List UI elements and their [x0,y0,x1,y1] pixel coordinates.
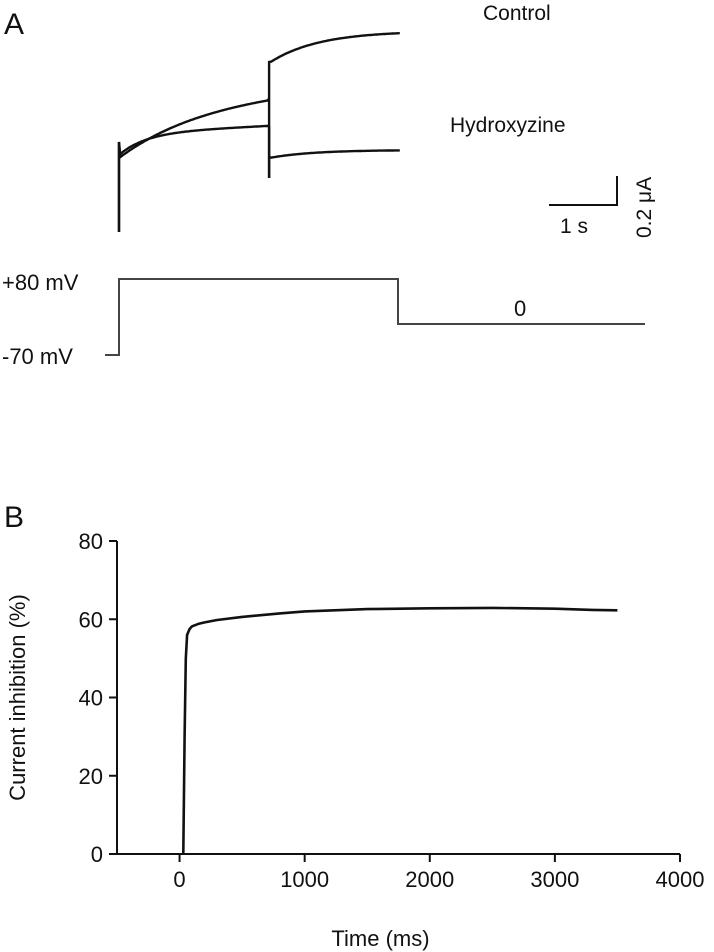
x-tick-label: 2000 [405,867,454,892]
trace-control [117,32,400,232]
scale-bar-current-label: 0.2 μA [633,177,656,238]
voltage-level-plus80: +80 mV [2,270,79,295]
inhibition-chart: 0 20 40 60 80 0 1000 2000 3000 4000 Time (ms) Curre… [5,529,704,951]
current-traces [117,32,400,232]
y-tick-label: 40 [79,686,103,711]
series-label-hydroxyzine: Hydroxyzine [450,114,566,137]
x-axis-title: Time (ms) [331,926,429,951]
x-tick-label: 3000 [530,867,579,892]
y-tick-label: 60 [79,607,103,632]
y-tick-label: 0 [91,842,103,867]
voltage-protocol-trace [105,278,645,356]
scale-bar [549,176,618,206]
voltage-level-minus70: -70 mV [2,344,73,369]
series-label-control: Control [483,2,551,25]
voltage-step-label: 0 [514,296,526,321]
y-axis-title: Current inhibition (%) [5,594,30,801]
x-tick-label: 1000 [280,867,329,892]
x-tick-label: 0 [173,867,185,892]
trace-hydroxyzine [117,124,400,232]
y-tick-label: 20 [79,764,103,789]
panel-a-letter: A [4,8,24,41]
inhibition-series-line [182,606,618,855]
y-tick-label: 80 [79,529,103,554]
scale-bar-time-label: 1 s [560,215,588,238]
x-tick-label: 4000 [656,867,705,892]
panel-b-letter: B [4,501,24,534]
